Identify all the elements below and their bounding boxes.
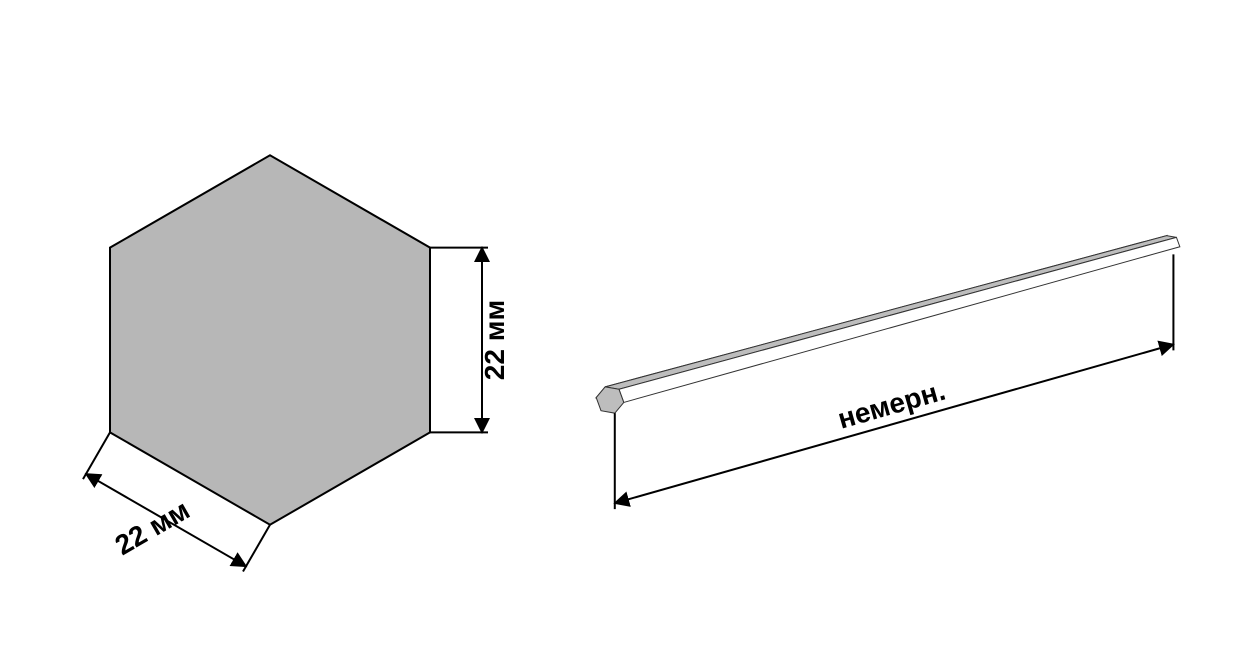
bar-face: [619, 237, 1180, 402]
dimension-top-label: 22 мм: [110, 494, 195, 561]
bar-face: [605, 236, 1176, 390]
dimension-top-ext1: [243, 525, 270, 572]
hexagon-shape: [110, 155, 430, 525]
dimension-length-label: немерн.: [834, 375, 948, 435]
hex-bar-3d: [596, 236, 1180, 414]
bar-endcap-near: [596, 387, 624, 413]
hexagon-cross-section: [110, 155, 430, 525]
dimension-top-ext2: [83, 432, 110, 479]
dimension-right: 22 мм: [430, 248, 510, 433]
dimension-right-label: 22 мм: [479, 300, 510, 380]
